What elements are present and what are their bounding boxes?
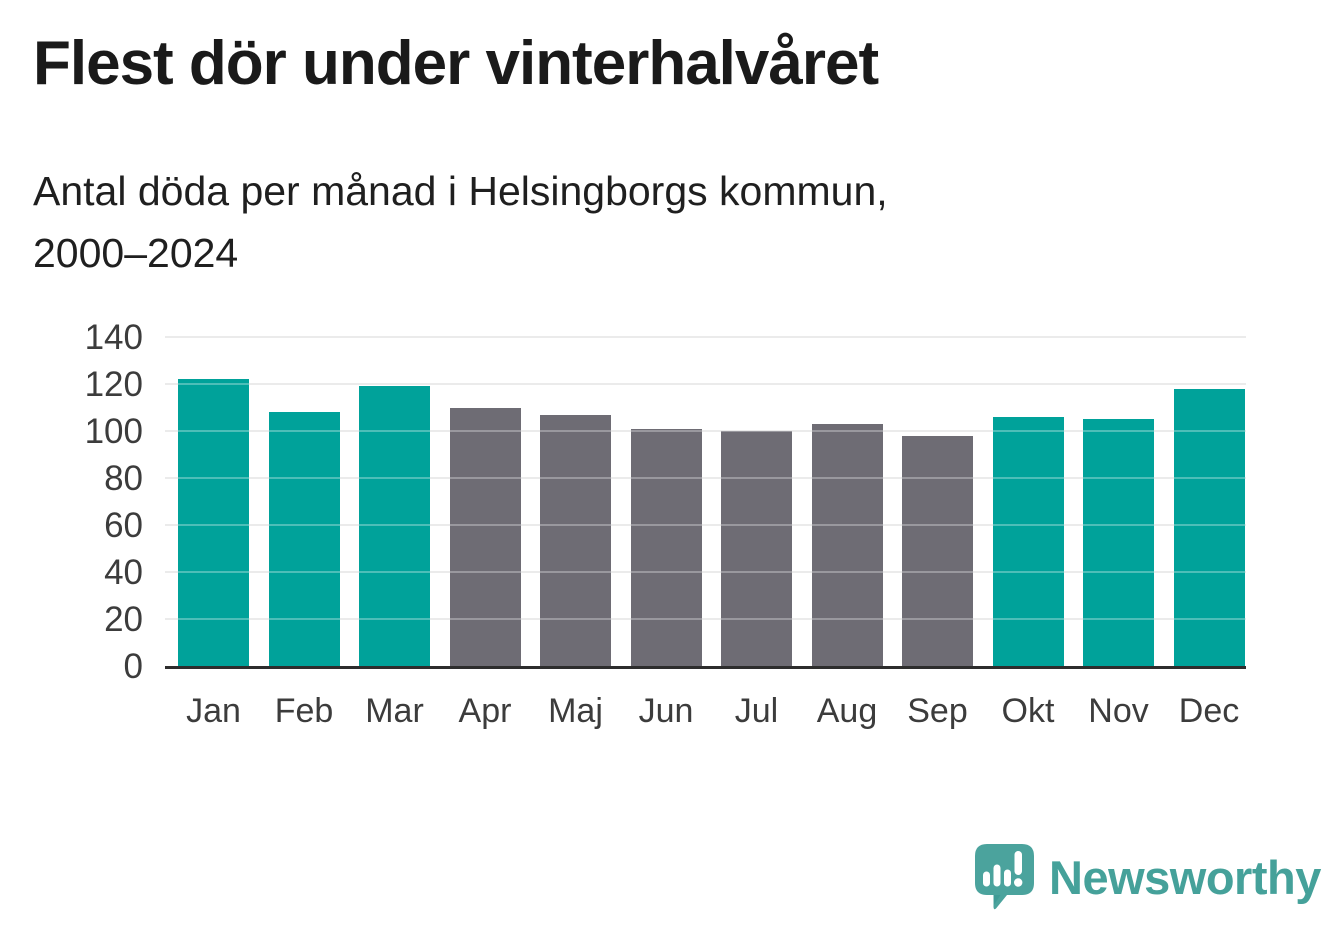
- plot-area: [165, 336, 1246, 669]
- x-tick-label-okt: Okt: [1001, 692, 1055, 730]
- bar-dec: [1173, 388, 1245, 666]
- brand-name: Newsworthy: [1049, 851, 1321, 904]
- x-axis-line: [165, 666, 1246, 669]
- chart-subtitle-line-2: 2000–2024: [33, 230, 239, 276]
- bar-okt: [992, 416, 1064, 666]
- gridline-overlay-120: [165, 383, 1246, 385]
- bar-nov: [1083, 419, 1154, 666]
- x-tick-label-apr: Apr: [458, 692, 512, 730]
- bar-feb: [268, 412, 340, 666]
- x-tick-label-mar: Mar: [365, 692, 424, 730]
- gridline-overlay-40: [165, 571, 1246, 573]
- gridline-overlay-80: [165, 477, 1246, 479]
- gridline-overlay-60: [165, 524, 1246, 526]
- bar-jun: [630, 428, 702, 666]
- gridline-40: [165, 571, 1246, 573]
- bar-aug: [811, 423, 883, 666]
- gridline-overlay-100: [165, 430, 1246, 432]
- x-tick-label-jan: Jan: [186, 692, 241, 730]
- x-tick-label-jun: Jun: [638, 692, 694, 730]
- bar-sep: [902, 435, 973, 666]
- bar-jan: [178, 379, 249, 666]
- x-tick-label-aug: Aug: [816, 692, 878, 730]
- chart-subtitle-line-1: Antal döda per månad i Helsingborgs komm…: [33, 168, 888, 214]
- bar-apr: [449, 407, 521, 666]
- gridline-60: [165, 524, 1246, 526]
- gridline-100: [165, 430, 1246, 432]
- gridline-overlay-20: [165, 618, 1246, 620]
- x-tick-label-jul: Jul: [734, 692, 779, 730]
- gridline-overlay-140: [165, 336, 1246, 338]
- newsworthy-logo-icon: [975, 844, 1034, 910]
- x-tick-label-dec: Dec: [1178, 692, 1240, 730]
- bar-jul: [721, 431, 792, 666]
- gridline-80: [165, 477, 1246, 479]
- gridline-140: [165, 336, 1246, 338]
- x-tick-label-maj: Maj: [548, 692, 603, 730]
- chart-title: Flest dör under vinterhalvåret: [33, 29, 879, 98]
- x-tick-label-sep: Sep: [907, 692, 968, 730]
- x-tick-label-nov: Nov: [1088, 692, 1149, 730]
- bar-mar: [359, 386, 430, 666]
- chart-subtitle: Antal döda per månad i Helsingborgs komm…: [33, 160, 888, 284]
- gridline-20: [165, 618, 1246, 620]
- x-tick-label-feb: Feb: [274, 692, 334, 730]
- brand-footer: Newsworthy: [974, 843, 1321, 912]
- gridline-120: [165, 383, 1246, 385]
- bar-maj: [540, 414, 611, 666]
